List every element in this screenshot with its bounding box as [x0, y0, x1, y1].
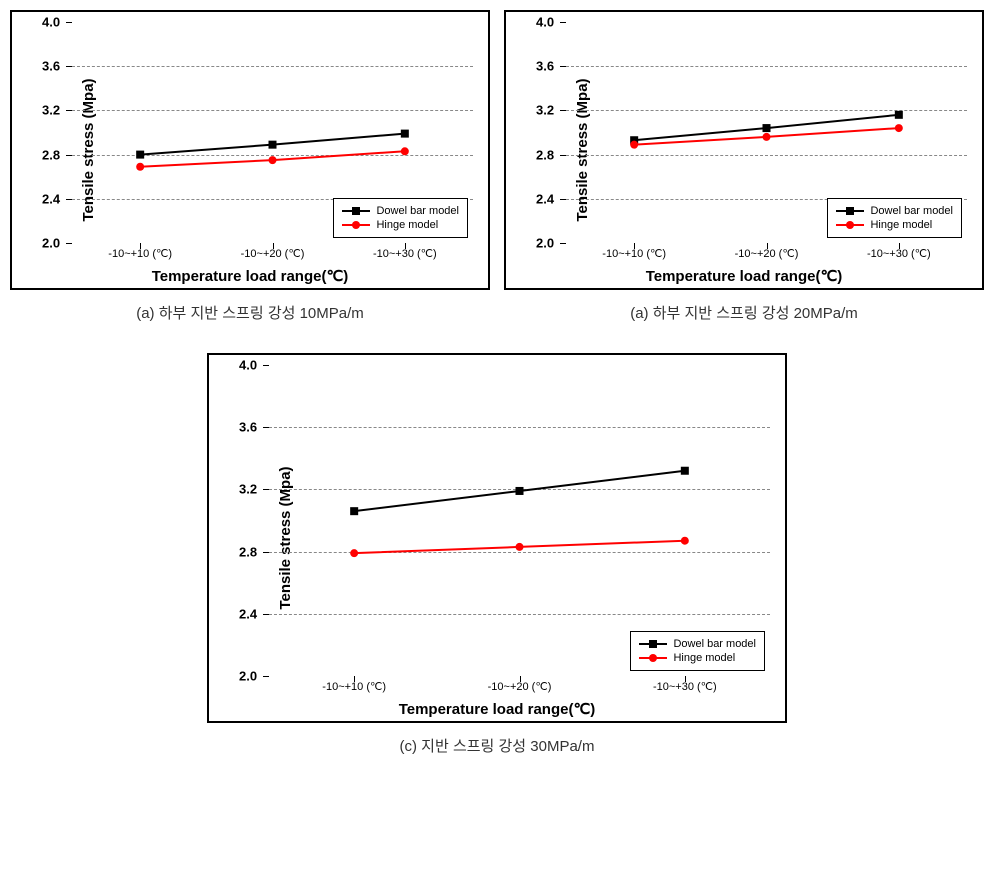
- circle-marker-icon: [846, 221, 854, 229]
- series-marker: [630, 141, 638, 149]
- y-tick-mark: [66, 243, 72, 244]
- legend-line-icon: [639, 657, 667, 659]
- chart-a-plot: Dowel bar model Hinge model: [72, 22, 473, 243]
- legend-line-icon: [836, 210, 864, 212]
- legend-row: Dowel bar model: [342, 205, 459, 217]
- legend-row: Dowel bar model: [836, 205, 953, 217]
- y-tick-label: 3.2: [239, 482, 257, 497]
- chart-b-container: Tensile stress (Mpa) Temperature load ra…: [504, 10, 984, 323]
- y-tick-label: 3.2: [42, 103, 60, 118]
- x-tick-label: -10~+10 (℃): [602, 247, 666, 260]
- legend-row: Hinge model: [836, 219, 953, 231]
- square-marker-icon: [352, 207, 360, 215]
- square-marker-icon: [649, 640, 657, 648]
- chart-b-xlabel: Temperature load range(℃): [646, 267, 843, 285]
- series-marker: [350, 507, 358, 515]
- chart-c-xlabel: Temperature load range(℃): [399, 700, 596, 718]
- y-tick-label: 3.6: [536, 59, 554, 74]
- top-row: Tensile stress (Mpa) Temperature load ra…: [10, 10, 984, 323]
- series-marker: [136, 151, 144, 159]
- legend-label: Dowel bar model: [376, 205, 459, 217]
- chart-c-plot: Dowel bar model Hinge model: [269, 365, 770, 676]
- series-marker: [681, 537, 689, 545]
- series-marker: [681, 467, 689, 475]
- legend-line-icon: [639, 643, 667, 645]
- x-tick-label: -10~+30 (℃): [373, 247, 437, 260]
- legend: Dowel bar model Hinge model: [333, 198, 468, 238]
- chart-b: Tensile stress (Mpa) Temperature load ra…: [504, 10, 984, 290]
- x-tick-label: -10~+30 (℃): [653, 680, 717, 693]
- y-tick-label: 4.0: [42, 15, 60, 30]
- y-tick-label: 3.6: [239, 420, 257, 435]
- plot-svg: [269, 365, 770, 676]
- square-marker-icon: [846, 207, 854, 215]
- y-tick-label: 4.0: [239, 358, 257, 373]
- series-marker: [763, 124, 771, 132]
- x-tick-label: -10~+20 (℃): [241, 247, 305, 260]
- legend-label: Hinge model: [376, 219, 438, 231]
- y-tick-label: 2.8: [42, 147, 60, 162]
- y-tick-label: 2.8: [536, 147, 554, 162]
- series-marker: [269, 156, 277, 164]
- series-marker: [516, 543, 524, 551]
- y-tick-label: 3.6: [42, 59, 60, 74]
- legend-row: Dowel bar model: [639, 638, 756, 650]
- chart-b-plot: Dowel bar model Hinge model: [566, 22, 967, 243]
- legend: Dowel bar model Hinge model: [827, 198, 962, 238]
- chart-c-caption: (c) 지반 스프링 강성 30MPa/m: [207, 735, 787, 756]
- x-tick-label: -10~+10 (℃): [322, 680, 386, 693]
- legend-label: Dowel bar model: [673, 638, 756, 650]
- chart-a-container: Tensile stress (Mpa) Temperature load ra…: [10, 10, 490, 323]
- legend-row: Hinge model: [342, 219, 459, 231]
- legend-label: Hinge model: [673, 652, 735, 664]
- y-tick-mark: [560, 243, 566, 244]
- chart-a-xlabel: Temperature load range(℃): [152, 267, 349, 285]
- legend-label: Dowel bar model: [870, 205, 953, 217]
- chart-a-caption: (a) 하부 지반 스프링 강성 10MPa/m: [10, 302, 490, 323]
- y-tick-label: 2.0: [42, 236, 60, 251]
- circle-marker-icon: [352, 221, 360, 229]
- legend-label: Hinge model: [870, 219, 932, 231]
- series-marker: [895, 124, 903, 132]
- circle-marker-icon: [649, 654, 657, 662]
- y-tick-label: 2.4: [239, 606, 257, 621]
- legend-row: Hinge model: [639, 652, 756, 664]
- chart-a: Tensile stress (Mpa) Temperature load ra…: [10, 10, 490, 290]
- y-tick-mark: [263, 676, 269, 677]
- chart-c: Tensile stress (Mpa) Temperature load ra…: [207, 353, 787, 723]
- y-tick-label: 2.0: [536, 236, 554, 251]
- series-marker: [269, 141, 277, 149]
- y-tick-label: 3.2: [536, 103, 554, 118]
- x-tick-label: -10~+20 (℃): [735, 247, 799, 260]
- series-marker: [516, 487, 524, 495]
- y-tick-label: 2.4: [42, 191, 60, 206]
- chart-b-caption: (a) 하부 지반 스프링 강성 20MPa/m: [504, 302, 984, 323]
- y-tick-label: 4.0: [536, 15, 554, 30]
- x-tick-label: -10~+20 (℃): [488, 680, 552, 693]
- x-tick-label: -10~+30 (℃): [867, 247, 931, 260]
- chart-c-container: Tensile stress (Mpa) Temperature load ra…: [207, 353, 787, 756]
- series-marker: [136, 163, 144, 171]
- legend-line-icon: [836, 224, 864, 226]
- y-tick-label: 2.8: [239, 544, 257, 559]
- series-marker: [401, 147, 409, 155]
- series-marker: [763, 133, 771, 141]
- series-marker: [895, 111, 903, 119]
- legend-line-icon: [342, 224, 370, 226]
- y-tick-label: 2.4: [536, 191, 554, 206]
- series-marker: [401, 130, 409, 138]
- legend: Dowel bar model Hinge model: [630, 631, 765, 671]
- x-tick-label: -10~+10 (℃): [108, 247, 172, 260]
- y-tick-label: 2.0: [239, 669, 257, 684]
- series-marker: [350, 549, 358, 557]
- legend-line-icon: [342, 210, 370, 212]
